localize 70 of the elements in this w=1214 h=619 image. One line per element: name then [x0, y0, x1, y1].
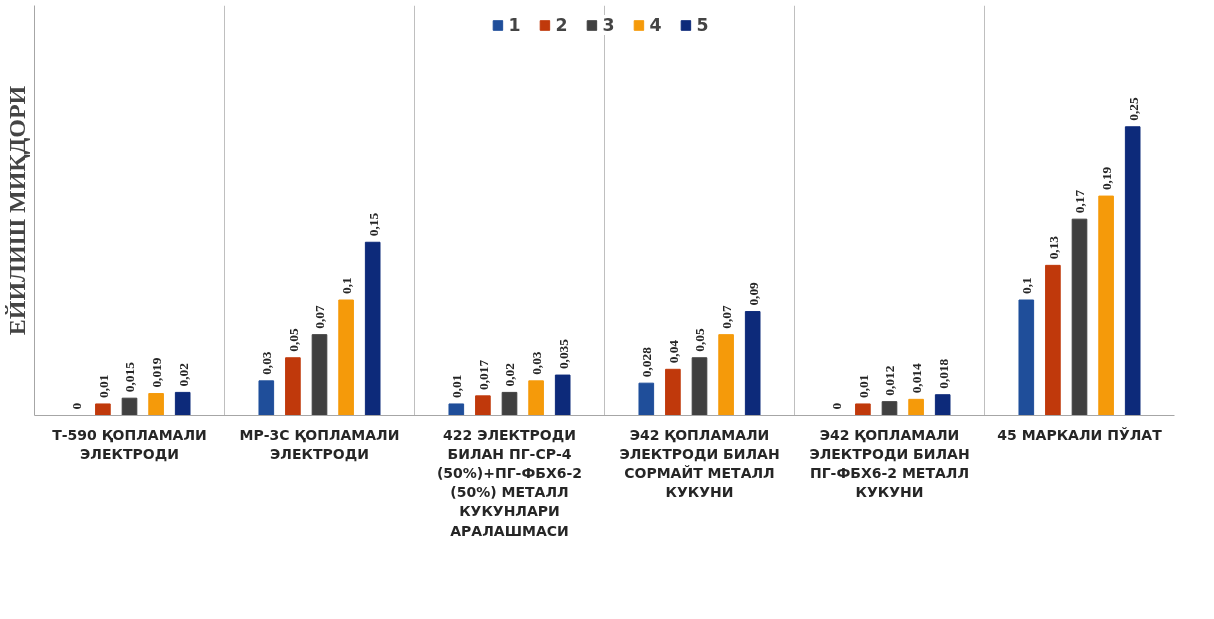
data-label: 0,04: [665, 339, 681, 364]
data-label: 0,13: [1045, 235, 1061, 260]
bar: [285, 357, 301, 416]
data-label: 0,1: [1019, 277, 1035, 295]
bar: [908, 398, 924, 416]
data-label: 0,01: [449, 374, 465, 398]
bar: [174, 391, 191, 416]
bar: [95, 403, 111, 416]
data-label: 0,07: [719, 304, 735, 329]
bar: [1124, 126, 1141, 416]
bar: [338, 299, 354, 416]
bar: [121, 397, 138, 416]
data-label: 0,05: [692, 328, 708, 352]
x-tick-label: Т-590 ҚОПЛАМАЛИ ЭЛЕКТРОДИ: [52, 426, 207, 462]
data-label: 0,01: [855, 374, 871, 398]
bar: [448, 403, 465, 416]
data-label: 0,014: [909, 363, 925, 394]
data-label: 0,25: [1125, 97, 1141, 121]
bar: [475, 395, 491, 416]
data-label: 0,17: [1072, 189, 1088, 214]
data-label: 0,018: [935, 358, 951, 389]
bar: [744, 311, 761, 416]
bar: [501, 391, 518, 416]
bar: [1098, 195, 1114, 416]
data-label: 0: [829, 402, 845, 410]
bar: [1045, 264, 1061, 416]
bar: [554, 374, 571, 416]
bar: [1018, 299, 1035, 416]
x-tick-label: МР-3С ҚОПЛАМАЛИ ЭЛЕКТРОДИ: [239, 426, 400, 462]
bar: [1071, 218, 1088, 416]
data-label: 0,015: [122, 361, 138, 393]
data-label: 0,019: [149, 357, 165, 388]
data-label: 0,09: [745, 281, 761, 306]
data-label: 0,15: [365, 212, 381, 237]
x-tick-label: Э42 ҚОПЛАМАЛИ ЭЛЕКТРОДИ БИЛАН СОРМАЙТ МЕТАЛЛ КУКУНИ: [619, 426, 780, 501]
bar: [691, 357, 708, 416]
bar: [148, 393, 164, 416]
bar: [934, 394, 951, 416]
x-tick-label: 422 ЭЛЕКТРОДИ БИЛАН ПГ-СР-4 (50%)+ПГ-ФБХ6-2 (50%) МЕТАЛЛ КУКУНЛАРИ АРАЛАШМАСИ: [436, 426, 583, 539]
bar: [718, 334, 734, 416]
data-label: 0,028: [639, 346, 655, 378]
data-label: 0,01: [95, 374, 111, 398]
bar: [364, 241, 381, 416]
bar: [258, 380, 275, 416]
data-label: 0,017: [475, 359, 491, 390]
data-label: 0,03: [529, 351, 545, 375]
data-label: 0,02: [175, 362, 191, 387]
bar: [855, 403, 871, 416]
legend-label: 4: [649, 15, 663, 35]
data-label: 0,035: [555, 338, 571, 370]
legend-label: 2: [555, 15, 569, 35]
bar: [665, 368, 681, 416]
legend-label: 3: [602, 15, 616, 35]
data-label: 0,07: [312, 304, 328, 329]
x-tick-label: Э42 ҚОПЛАМАЛИ ЭЛЕКТРОДИ БИЛАН ПГ-ФБХ6-2 МЕТАЛЛ КУКУНИ: [809, 426, 970, 501]
data-label: 0: [69, 402, 85, 410]
bar: [311, 334, 328, 416]
data-label: 0,05: [285, 328, 301, 352]
x-tick-label: 45 МАРКАЛИ ПЎЛАТ: [997, 426, 1163, 443]
bar: [638, 382, 655, 416]
data-label: 0,03: [259, 351, 275, 375]
data-label: 0,19: [1099, 166, 1115, 191]
data-label: 0,012: [882, 365, 898, 396]
bar: [528, 380, 544, 416]
legend-label: 1: [508, 15, 522, 35]
bar: [881, 401, 898, 416]
y-axis-title: ЕЙИЛИШ МИҚДОРИ: [3, 85, 30, 336]
data-label: 0,02: [502, 362, 518, 387]
legend-label: 5: [696, 15, 710, 35]
data-label: 0,1: [339, 277, 355, 295]
